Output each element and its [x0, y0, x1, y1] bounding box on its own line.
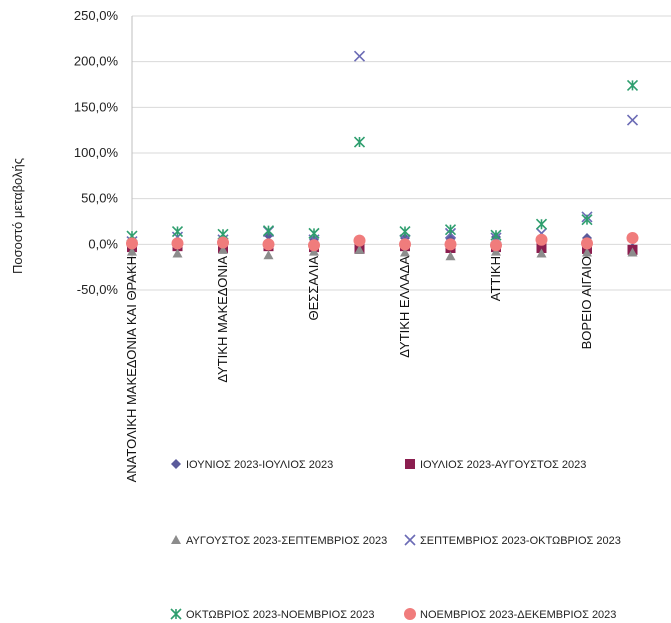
data-point — [626, 231, 639, 244]
legend-marker — [170, 608, 182, 620]
data-point — [354, 244, 365, 254]
y-tick-label: 250,0% — [74, 8, 119, 23]
y-axis-tick-labels: -50,0% 0,0% 50,0% 100,0% 150,0% 200,0% 250,0% — [74, 8, 119, 297]
data-point — [126, 237, 138, 250]
series-3 — [126, 50, 639, 248]
data-point — [399, 238, 411, 251]
y-tick-label: -50,0% — [77, 282, 119, 297]
x-category-label: ΔΥΤΙΚΗ ΕΛΛΑΔΑ — [397, 256, 412, 358]
data-point — [627, 247, 638, 257]
data-points — [126, 50, 639, 261]
data-point — [308, 239, 320, 252]
legend-marker — [404, 534, 416, 546]
data-point — [626, 79, 639, 91]
data-point — [581, 214, 593, 226]
data-point — [308, 227, 320, 239]
x-category-label: ΑΤΤΙΚΗ — [488, 256, 503, 301]
legend-item: ΙΟΥΛΙΟΣ 2023-ΑΥΓΟΥΣΤΟΣ 2023 — [405, 459, 586, 471]
data-point — [353, 234, 366, 247]
data-point — [400, 247, 410, 257]
x-category-label: ΑΝΑΤΟΛΙΚΗ ΜΑΚΕΔΟΝΙΑ ΚΑΙ ΘΡΑΚΗ — [124, 256, 139, 482]
data-point — [445, 251, 456, 261]
legend-marker — [171, 535, 181, 544]
legend-item: ΟΚΤΩΒΡΙΟΣ 2023-ΝΟΕΜΒΡΙΟΣ 2023 — [170, 608, 375, 621]
data-point — [353, 50, 366, 62]
x-category-label: ΒΟΡΕΙΟ ΑΙΓΑΙΟ — [579, 256, 594, 349]
x-axis-category-labels: ΑΝΑΤΟΛΙΚΗ ΜΑΚΕΔΟΝΙΑ ΚΑΙ ΘΡΑΚΗ ΔΥΤΙΚΗ ΜΑΚΕ… — [124, 256, 671, 483]
data-point — [263, 250, 274, 260]
data-point — [399, 225, 411, 238]
data-point — [536, 242, 547, 253]
data-point — [217, 236, 229, 249]
data-point — [171, 237, 184, 250]
x-category-label: ΘΕΣΣΑΛΙΑ — [306, 256, 321, 321]
legend-label: ΙΟΥΝΙΟΣ 2023-ΙΟΥΛΙΟΣ 2023 — [186, 459, 333, 471]
y-tick-label: 100,0% — [74, 145, 119, 160]
data-point — [626, 114, 639, 126]
data-point — [535, 218, 548, 230]
legend-label: ΝΟΕΜΒΡΙΟΣ 2023-ΔΕΚΕΜΒΡΙΟΣ 2023 — [420, 609, 616, 621]
legend-marker — [405, 459, 415, 469]
data-point — [582, 247, 592, 257]
y-tick-label: 0,0% — [88, 236, 118, 251]
y-axis-title: Ποσοστό μεταβολής — [10, 158, 25, 274]
series-2 — [127, 244, 638, 261]
data-point — [444, 224, 457, 236]
data-point — [171, 225, 184, 238]
legend: ΙΟΥΝΙΟΣ 2023-ΙΟΥΛΙΟΣ 2023 ΙΟΥΛΙΟΣ 2023-ΑΥ… — [170, 459, 621, 621]
series-0 — [127, 230, 638, 253]
data-point — [262, 225, 275, 237]
legend-label: ΣΕΠΤΕΜΒΡΙΟΣ 2023-ΟΚΤΩΒΡΙΟΣ 2023 — [420, 535, 621, 547]
legend-item: ΝΟΕΜΒΡΙΟΣ 2023-ΔΕΚΕΜΒΡΙΟΣ 2023 — [404, 608, 616, 621]
legend-marker — [171, 459, 181, 469]
legend-label: ΑΥΓΟΥΣΤΟΣ 2023-ΣΕΠΤΕΜΒΡΙΟΣ 2023 — [186, 535, 387, 547]
y-tick-label: 200,0% — [74, 54, 119, 69]
data-point — [535, 233, 548, 246]
data-point — [490, 239, 502, 252]
data-point — [490, 229, 502, 241]
legend-label: ΟΚΤΩΒΡΙΟΣ 2023-ΝΟΕΜΒΡΙΟΣ 2023 — [186, 609, 375, 621]
legend-item: ΙΟΥΝΙΟΣ 2023-ΙΟΥΛΙΟΣ 2023 — [171, 459, 333, 471]
data-point — [218, 244, 228, 254]
y-tick-label: 50,0% — [81, 191, 118, 206]
data-point — [262, 238, 275, 251]
data-point — [353, 136, 366, 148]
series-5 — [126, 231, 639, 252]
series-4 — [126, 79, 639, 242]
series-1 — [127, 241, 638, 255]
data-point — [172, 248, 183, 258]
data-point — [536, 248, 547, 258]
data-point — [581, 237, 593, 250]
legend-item: ΑΥΓΟΥΣΤΟΣ 2023-ΣΕΠΤΕΜΒΡΙΟΣ 2023 — [171, 535, 387, 547]
legend-marker — [404, 608, 416, 620]
legend-label: ΙΟΥΛΙΟΣ 2023-ΑΥΓΟΥΣΤΟΣ 2023 — [420, 459, 586, 471]
legend-item: ΣΕΠΤΕΜΒΡΙΟΣ 2023-ΟΚΤΩΒΡΙΟΣ 2023 — [404, 534, 621, 547]
y-tick-label: 150,0% — [74, 99, 119, 114]
data-point — [444, 238, 457, 251]
x-category-label: ΔΥΤΙΚΗ ΜΑΚΕΔΟΝΙΑ — [215, 256, 230, 383]
data-point — [127, 246, 137, 256]
